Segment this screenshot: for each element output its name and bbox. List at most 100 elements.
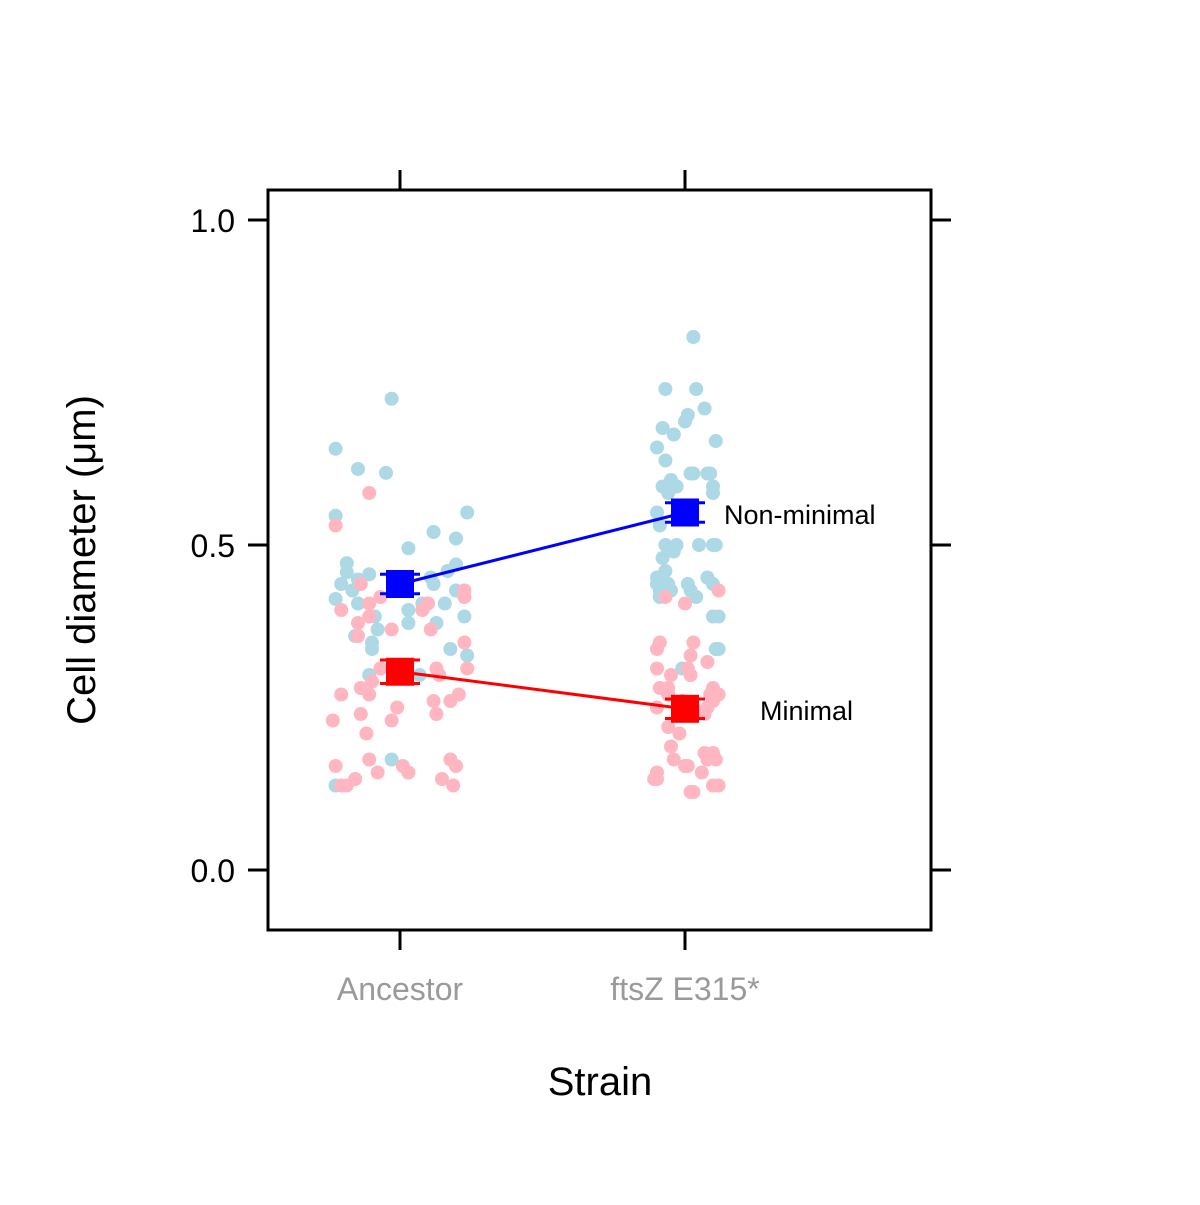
data-point: [328, 508, 343, 523]
data-point: [680, 759, 695, 773]
y-tick-label: 0.0: [191, 853, 235, 889]
data-point: [373, 661, 388, 676]
data-point: [658, 382, 673, 396]
data-point: [348, 772, 363, 786]
data-point: [451, 687, 466, 702]
data-point: [334, 577, 349, 591]
data-point: [706, 479, 720, 494]
data-point: [686, 635, 701, 650]
data-point: [711, 609, 726, 624]
data-point: [652, 635, 667, 650]
data-point: [457, 635, 472, 650]
data-point: [362, 486, 377, 500]
data-point: [426, 525, 441, 539]
data-point: [666, 752, 681, 767]
data-point: [449, 531, 463, 546]
x-axis-title: Strain: [548, 1060, 653, 1104]
data-point: [362, 596, 377, 611]
plot-frame: [266, 188, 933, 932]
data-point: [457, 583, 472, 598]
x-tick-label: Ancestor: [337, 971, 464, 1007]
data-point: [334, 778, 349, 793]
data-point: [353, 577, 368, 591]
data-point: [708, 434, 723, 448]
data-point: [683, 668, 698, 682]
data-point: [711, 778, 726, 793]
data-point: [652, 518, 667, 533]
y-tick-label: 0.5: [191, 528, 235, 564]
data-point: [359, 726, 374, 741]
mean-marker: [386, 657, 414, 686]
data-point: [401, 616, 416, 630]
data-point: [370, 622, 385, 637]
data-point: [423, 622, 438, 637]
series-layer: Non-minimal Minimal: [380, 498, 876, 726]
mean-marker: [671, 498, 699, 527]
data-point: [362, 567, 377, 582]
data-point: [655, 551, 670, 565]
data-point: [683, 648, 698, 663]
data-point: [351, 629, 365, 643]
data-point: [650, 505, 664, 520]
data-point: [370, 765, 385, 780]
data-point: [650, 765, 664, 780]
data-point: [661, 681, 676, 695]
y-axis-title: Cell diameter (μm): [60, 395, 104, 725]
data-point: [689, 382, 704, 396]
data-point: [460, 648, 475, 663]
data-point: [686, 330, 701, 344]
data-point: [328, 441, 343, 456]
data-point: [426, 577, 441, 591]
data-point: [664, 739, 678, 754]
data-point: [672, 726, 687, 741]
data-point: [692, 538, 706, 552]
data-point: [703, 466, 718, 481]
data-point: [384, 713, 399, 728]
data-point: [706, 746, 720, 760]
data-point: [334, 603, 349, 617]
data-point: [666, 427, 681, 442]
data-point: [362, 752, 377, 767]
data-point: [365, 674, 379, 689]
data-point: [379, 465, 393, 480]
series-mean-line: [399, 511, 686, 586]
data-point: [658, 564, 673, 578]
data-point: [437, 596, 452, 611]
x-tick-label: ftsZ E315*: [610, 971, 759, 1007]
data-point: [328, 518, 343, 533]
data-point: [669, 479, 684, 494]
data-point: [351, 616, 365, 630]
data-point: [669, 538, 684, 552]
data-point: [457, 609, 472, 624]
data-point: [678, 596, 692, 611]
data-point: [334, 687, 349, 702]
data-point: [700, 655, 715, 669]
data-point: [362, 609, 377, 624]
data-point: [362, 687, 377, 702]
data-point: [401, 541, 416, 556]
data-point: [460, 661, 475, 676]
data-point: [353, 707, 368, 721]
mean-marker: [671, 694, 699, 723]
data-point: [711, 583, 726, 598]
data-point: [650, 700, 664, 715]
data-point: [365, 635, 379, 650]
data-point: [655, 421, 670, 435]
data-point: [650, 661, 664, 676]
data-point: [325, 713, 340, 728]
data-point: [689, 590, 704, 604]
data-point: [697, 401, 712, 416]
data-point: [711, 687, 726, 702]
data-point: [694, 765, 709, 780]
data-point: [401, 765, 416, 780]
data-point: [328, 591, 343, 606]
data-point: [449, 759, 463, 773]
data-point: [664, 668, 678, 682]
data-point: [443, 642, 458, 656]
data-point: [708, 538, 723, 552]
data-point: [683, 466, 698, 481]
data-point: [460, 505, 475, 520]
data-point: [711, 642, 726, 656]
data-point: [351, 596, 365, 611]
